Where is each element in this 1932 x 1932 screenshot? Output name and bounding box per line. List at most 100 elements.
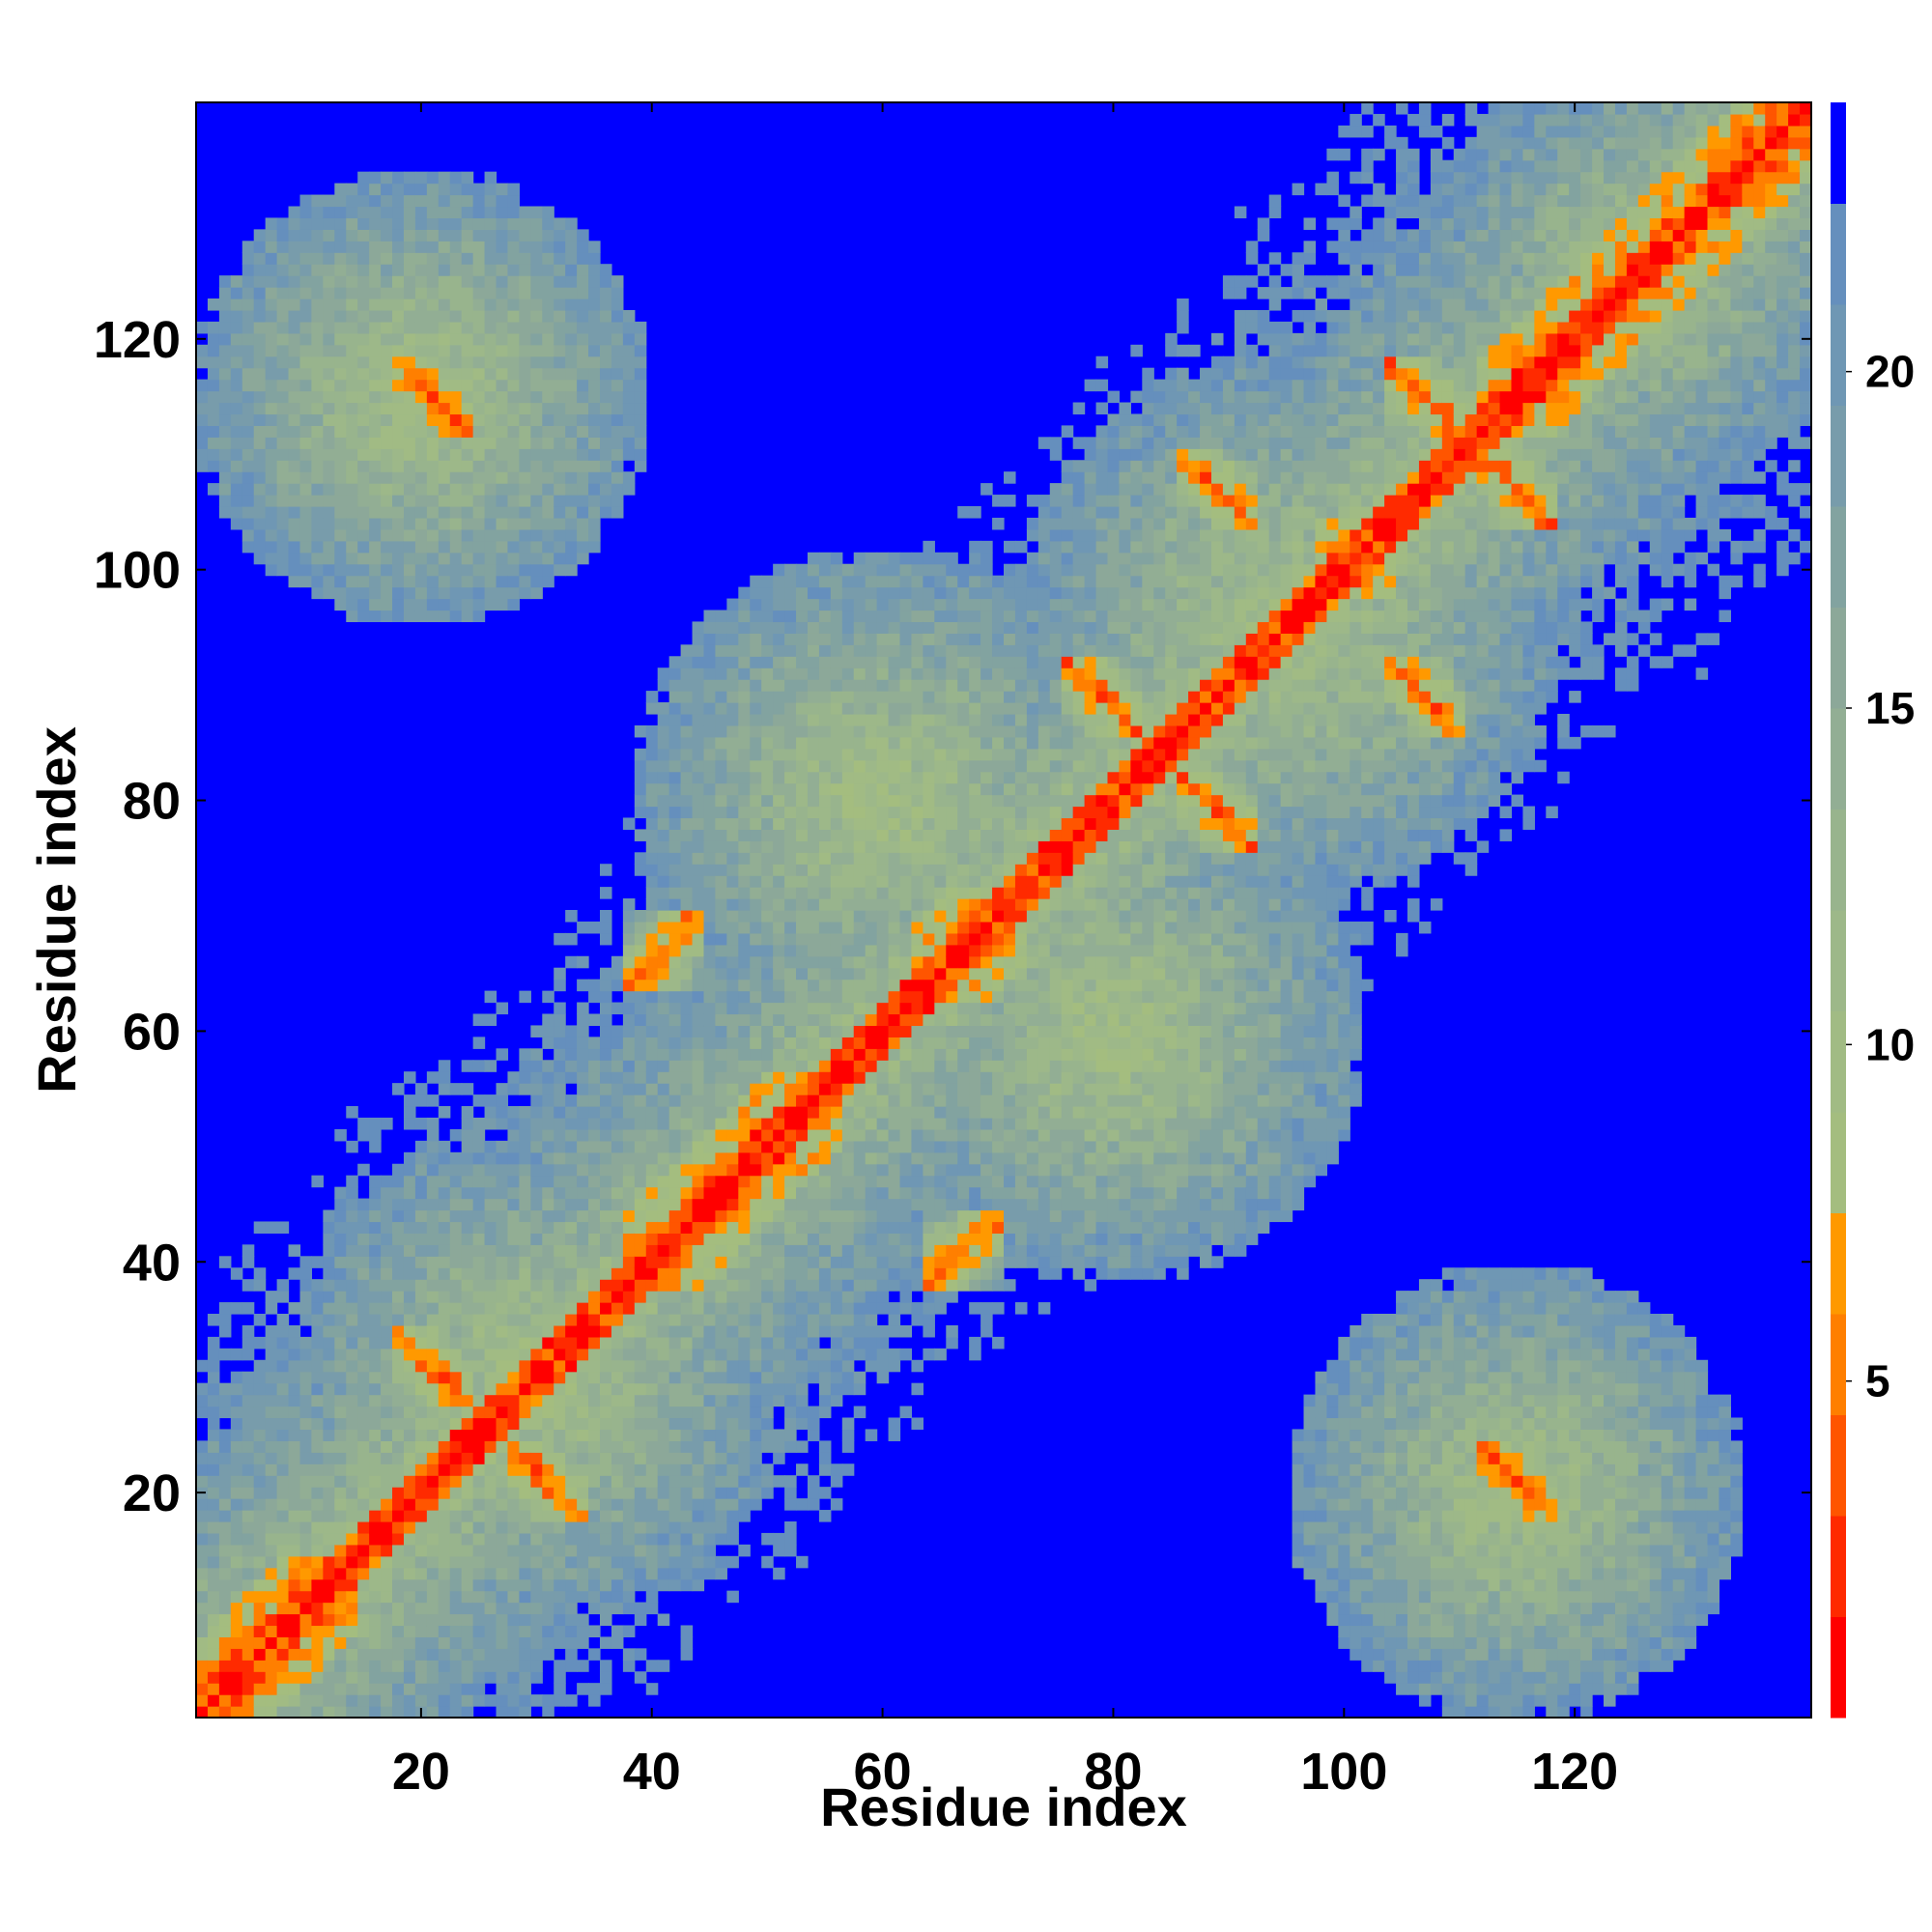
heatmap-cell (414, 1555, 428, 1569)
heatmap-cell (761, 794, 774, 808)
heatmap-cell (554, 1140, 566, 1153)
heatmap-cell (472, 1128, 486, 1142)
heatmap-cell (519, 298, 531, 311)
heatmap-cell (484, 1625, 497, 1637)
heatmap-cell (346, 1302, 358, 1315)
heatmap-cell (542, 206, 554, 219)
heatmap-cell (472, 1463, 486, 1476)
heatmap-cell (565, 1487, 578, 1499)
heatmap-cell (357, 1555, 370, 1569)
heatmap-cell (841, 1002, 855, 1015)
heatmap-cell (542, 1382, 554, 1396)
heatmap-cell (784, 921, 797, 934)
heatmap-cell (773, 887, 785, 899)
heatmap-cell (634, 1151, 647, 1165)
heatmap-cell (738, 1025, 751, 1037)
heatmap-cell (807, 990, 820, 1004)
heatmap-cell (507, 1544, 520, 1557)
heatmap-cell (726, 1117, 739, 1130)
heatmap-cell (381, 194, 393, 208)
heatmap-cell (876, 979, 890, 992)
heatmap-cell (807, 1151, 820, 1165)
heatmap-cell (876, 691, 890, 703)
heatmap-cell (853, 1071, 867, 1084)
heatmap-cell (715, 1209, 727, 1223)
heatmap-cell (703, 944, 717, 957)
heatmap-cell (657, 1613, 670, 1627)
heatmap-cell (542, 506, 554, 519)
heatmap-cell (577, 1002, 589, 1015)
heatmap-cell (899, 1175, 913, 1188)
heatmap-cell (461, 217, 474, 230)
heatmap-cell (577, 506, 589, 519)
heatmap-cell (554, 1198, 566, 1211)
heatmap-cell (507, 1625, 520, 1637)
heatmap-cell (738, 1256, 751, 1268)
heatmap-cell (703, 691, 717, 703)
heatmap-cell (888, 1198, 901, 1211)
heatmap-cell (750, 1106, 762, 1119)
heatmap-cell (622, 1544, 636, 1557)
heatmap-cell (369, 1140, 382, 1153)
heatmap-cell (381, 1221, 393, 1234)
heatmap-cell (761, 598, 774, 611)
heatmap-cell (334, 264, 347, 276)
heatmap-cell (657, 1128, 670, 1142)
heatmap-cell (761, 782, 774, 796)
heatmap-cell (611, 1498, 624, 1511)
heatmap-cell (565, 1048, 578, 1061)
heatmap-cell (726, 610, 739, 623)
heatmap-cell (392, 1267, 405, 1280)
heatmap-cell (807, 1186, 820, 1200)
heatmap-cell (496, 1544, 509, 1557)
heatmap-cell (438, 1198, 451, 1211)
heatmap-cell (381, 1555, 393, 1569)
heatmap-cell (357, 1532, 370, 1546)
heatmap-cell (645, 1151, 659, 1165)
heatmap-cell (773, 979, 785, 992)
heatmap-cell (715, 1452, 727, 1464)
heatmap-cell (784, 817, 797, 830)
heatmap-cell (276, 1487, 290, 1499)
heatmap-cell (346, 402, 358, 415)
heatmap-cell (750, 1452, 762, 1464)
heatmap-cell (703, 1140, 717, 1153)
heatmap-cell (876, 713, 890, 726)
heatmap-cell (726, 1244, 739, 1257)
heatmap-cell (818, 679, 832, 692)
heatmap-cell (403, 1382, 416, 1396)
heatmap-cell (554, 1013, 566, 1027)
heatmap-cell (899, 1279, 913, 1292)
heatmap-cell (276, 379, 290, 392)
heatmap-cell (577, 1475, 589, 1488)
heatmap-cell (611, 1025, 624, 1037)
heatmap-cell (369, 194, 382, 208)
heatmap-cell (496, 1382, 509, 1396)
heatmap-cell (588, 483, 601, 496)
heatmap-cell (334, 332, 347, 346)
heatmap-cell (426, 1117, 440, 1130)
heatmap-cell (311, 495, 324, 507)
heatmap-cell (519, 575, 531, 588)
heatmap-cell (830, 817, 843, 830)
heatmap-cell (299, 448, 313, 461)
heatmap-cell (841, 910, 855, 923)
heatmap-cell (369, 1302, 382, 1315)
heatmap-cell (496, 1452, 509, 1464)
heatmap-cell (461, 575, 474, 588)
heatmap-cell (818, 1463, 832, 1476)
heatmap-cell (519, 506, 531, 519)
heatmap-cell (565, 1475, 578, 1488)
heatmap-cell (600, 1071, 612, 1084)
heatmap-cell (530, 1394, 543, 1407)
heatmap-cell (346, 1440, 358, 1453)
heatmap-cell (888, 1186, 901, 1200)
heatmap-cell (577, 425, 589, 438)
heatmap-cell (645, 1394, 659, 1407)
heatmap-cell (369, 1244, 382, 1257)
heatmap-cell (634, 367, 647, 381)
heatmap-cell (426, 252, 440, 265)
heatmap-cell (334, 1625, 347, 1637)
heatmap-cell (888, 668, 901, 680)
heatmap-cell (634, 355, 647, 369)
